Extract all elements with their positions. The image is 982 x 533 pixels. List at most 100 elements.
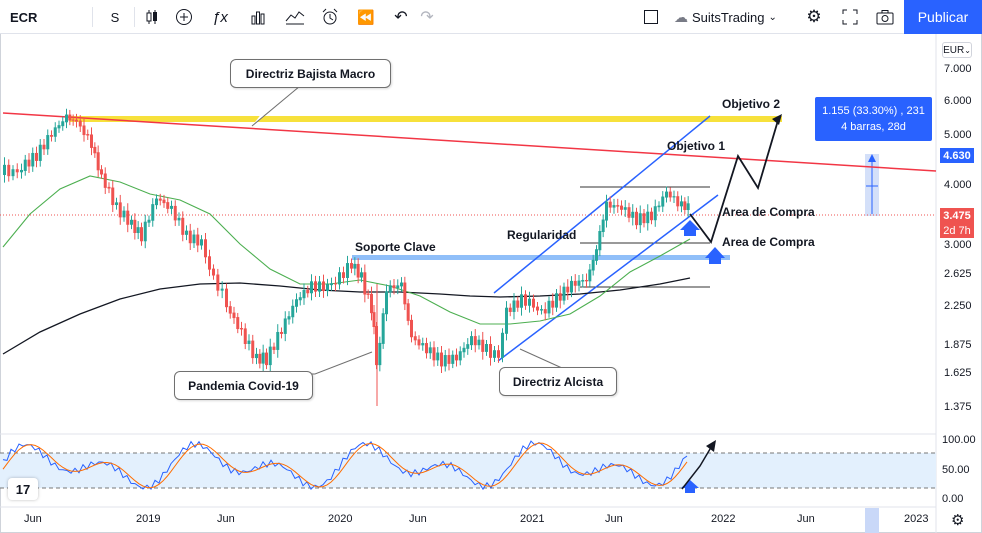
candle-body bbox=[585, 279, 588, 282]
cloud-icon: ☁ bbox=[674, 8, 688, 25]
price-tick-label: 2.250 bbox=[944, 300, 972, 312]
symbol-search-button[interactable]: ECR bbox=[10, 9, 38, 25]
candle-body bbox=[42, 144, 46, 150]
interval-button[interactable]: S bbox=[110, 9, 120, 25]
camera-icon[interactable] bbox=[873, 4, 897, 30]
add-icon[interactable] bbox=[173, 4, 195, 30]
candle-body bbox=[635, 211, 638, 226]
tradingview-logo[interactable]: 17 bbox=[8, 478, 38, 500]
label-area-compra-2[interactable]: Area de Compra bbox=[722, 235, 815, 249]
candle-body bbox=[403, 282, 407, 305]
candle-body bbox=[342, 272, 345, 278]
candle-body bbox=[162, 199, 166, 204]
redo-icon[interactable]: ↷ bbox=[420, 9, 434, 26]
callout-directriz-alcista[interactable]: Directriz Alcista bbox=[499, 367, 617, 396]
candle-body bbox=[196, 234, 200, 246]
candle-body bbox=[573, 280, 577, 286]
candle-body bbox=[291, 305, 295, 318]
stochastic-k-line[interactable] bbox=[2, 440, 688, 491]
candle-body bbox=[326, 284, 329, 292]
settings-icon[interactable]: ⚙ bbox=[806, 7, 822, 26]
callout-pointer bbox=[300, 351, 373, 375]
callout-directriz-bajista[interactable]: Directriz Bajista Macro bbox=[230, 59, 391, 88]
candle-body bbox=[100, 169, 103, 175]
candle-body bbox=[366, 293, 370, 295]
candle-body bbox=[261, 352, 265, 364]
candle-body bbox=[481, 339, 485, 352]
candle-body bbox=[136, 227, 140, 234]
candle-body bbox=[686, 203, 690, 211]
candle-body bbox=[65, 114, 68, 123]
objective-band[interactable] bbox=[70, 116, 782, 122]
candle-body bbox=[388, 285, 392, 293]
candle-body bbox=[428, 347, 432, 354]
candle-body bbox=[360, 272, 363, 278]
chart-canvas[interactable] bbox=[0, 34, 982, 533]
candle-body bbox=[11, 169, 15, 177]
fullscreen-icon[interactable] bbox=[838, 4, 862, 30]
candle-body bbox=[381, 313, 385, 344]
candle-body bbox=[158, 198, 162, 201]
medium-moving-average[interactable] bbox=[2, 175, 691, 325]
candle-body bbox=[310, 281, 313, 294]
publish-button[interactable]: Publicar bbox=[904, 0, 982, 34]
candle-body bbox=[477, 339, 481, 346]
label-area-compra-1[interactable]: Area de Compra bbox=[722, 205, 815, 219]
callout-pandemia[interactable]: Pandemia Covid-19 bbox=[174, 371, 313, 400]
time-tick-label: 2019 bbox=[136, 513, 161, 525]
candle-body bbox=[489, 344, 492, 358]
candle-body bbox=[188, 230, 192, 244]
channel-lower-line[interactable] bbox=[497, 194, 719, 362]
templates-icon[interactable] bbox=[247, 4, 269, 30]
candle-body bbox=[657, 205, 661, 208]
candle-body bbox=[7, 164, 11, 177]
candle-body bbox=[122, 210, 126, 218]
measure-info-box[interactable]: 1.155 (33.30%) , 231 4 barras, 28d bbox=[815, 97, 932, 141]
osc-buy-arrow-icon bbox=[681, 480, 699, 493]
candle-body bbox=[166, 202, 170, 209]
label-objetivo-2[interactable]: Objetivo 2 bbox=[722, 97, 781, 111]
osc-projection-path[interactable] bbox=[681, 443, 714, 490]
compare-icon[interactable] bbox=[283, 4, 307, 30]
settings-icon[interactable]: ⚙ bbox=[951, 512, 965, 529]
currency-selector[interactable]: EUR ⌄ bbox=[942, 42, 972, 58]
price-tick-label: 5.000 bbox=[944, 129, 972, 141]
macro-downtrend-line[interactable] bbox=[2, 112, 937, 172]
undo-icon[interactable]: ↶ bbox=[394, 9, 408, 26]
label-objetivo-1[interactable]: Objetivo 1 bbox=[667, 139, 726, 153]
price-tick-label: 3.000 bbox=[944, 239, 972, 251]
chart-area[interactable]: Directriz Bajista Macro Pandemia Covid-1… bbox=[0, 34, 982, 533]
candle-body bbox=[126, 210, 130, 225]
osc-tick-label: 50.00 bbox=[942, 464, 970, 476]
candle-body bbox=[240, 328, 243, 330]
candle-body bbox=[50, 135, 53, 137]
candles-icon[interactable] bbox=[141, 4, 163, 30]
candle-body bbox=[318, 281, 321, 292]
long-moving-average[interactable] bbox=[2, 277, 691, 355]
stochastic-d-line[interactable] bbox=[2, 442, 688, 489]
chevron-down-icon: ⌄ bbox=[768, 11, 777, 23]
candle-body bbox=[595, 249, 598, 261]
candle-body bbox=[676, 196, 680, 207]
layout-icon[interactable] bbox=[640, 4, 662, 30]
channel-upper-line[interactable] bbox=[493, 115, 711, 294]
replay-icon[interactable]: ⏪ bbox=[357, 8, 375, 25]
candle-body bbox=[417, 339, 421, 346]
candle-body bbox=[330, 283, 333, 286]
candle-body bbox=[661, 196, 665, 207]
label-soporte-clave[interactable]: Soporte Clave bbox=[355, 240, 436, 254]
candle-body bbox=[350, 263, 353, 269]
account-button[interactable]: ☁ SuitsTrading ⌄ bbox=[674, 4, 796, 30]
measure-arrow-head bbox=[868, 154, 876, 162]
alert-icon[interactable] bbox=[319, 4, 341, 30]
label-regularidad[interactable]: Regularidad bbox=[507, 228, 577, 242]
projection-path[interactable] bbox=[689, 116, 780, 244]
indicators-icon[interactable]: ƒx bbox=[212, 8, 228, 26]
top-toolbar: ECR S ƒx ⏪ ↶ ↷ ☁ SuitsTrading ⌄ ⚙ Public… bbox=[0, 0, 982, 34]
candle-body bbox=[35, 152, 38, 161]
price-candles[interactable] bbox=[3, 108, 690, 406]
time-tick-label: Jun bbox=[409, 513, 427, 525]
candle-body bbox=[562, 286, 566, 301]
candle-body bbox=[31, 152, 35, 167]
support-band[interactable] bbox=[352, 255, 730, 260]
